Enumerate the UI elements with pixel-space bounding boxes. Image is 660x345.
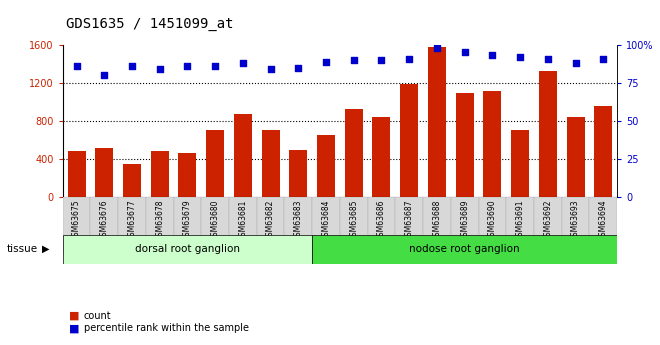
Text: GSM63678: GSM63678 <box>155 199 164 241</box>
Bar <box>201 197 229 254</box>
Text: percentile rank within the sample: percentile rank within the sample <box>84 323 249 333</box>
Bar <box>428 47 446 197</box>
Text: tissue: tissue <box>7 244 38 254</box>
Bar <box>63 235 312 264</box>
Text: GSM63685: GSM63685 <box>349 199 358 241</box>
Point <box>515 54 525 60</box>
Bar <box>483 91 502 197</box>
Bar <box>511 130 529 197</box>
Bar <box>340 197 368 254</box>
Text: nodose root ganglion: nodose root ganglion <box>409 244 520 254</box>
Point <box>99 72 110 78</box>
Bar <box>594 106 612 197</box>
Bar <box>234 114 252 197</box>
Text: GSM63681: GSM63681 <box>238 199 248 241</box>
Text: GSM63679: GSM63679 <box>183 199 192 241</box>
Bar <box>534 197 562 254</box>
Bar <box>90 197 118 254</box>
Bar <box>455 93 474 197</box>
Bar <box>123 165 141 197</box>
Bar <box>312 197 340 254</box>
Point <box>459 50 470 55</box>
Bar <box>423 197 451 254</box>
Bar <box>317 135 335 197</box>
Point <box>376 57 387 63</box>
Text: GSM63686: GSM63686 <box>377 199 386 241</box>
Bar <box>566 117 585 197</box>
Bar <box>312 235 617 264</box>
Bar <box>451 197 478 254</box>
Text: GSM63682: GSM63682 <box>266 199 275 241</box>
Point <box>265 66 276 72</box>
Bar <box>229 197 257 254</box>
Point <box>321 59 331 64</box>
Point <box>348 57 359 63</box>
Point <box>71 63 82 69</box>
Bar <box>372 117 391 197</box>
Point <box>182 63 193 69</box>
Text: GSM63675: GSM63675 <box>72 199 81 241</box>
Text: GSM63677: GSM63677 <box>127 199 137 241</box>
Text: GSM63680: GSM63680 <box>211 199 220 241</box>
Text: GSM63692: GSM63692 <box>543 199 552 241</box>
Bar <box>395 197 423 254</box>
Point <box>432 45 442 51</box>
Point <box>570 60 581 66</box>
Bar <box>289 150 308 197</box>
Text: GSM63694: GSM63694 <box>599 199 608 241</box>
Text: GSM63688: GSM63688 <box>432 199 442 241</box>
Point <box>487 53 498 58</box>
Bar <box>400 84 418 197</box>
Bar <box>478 197 506 254</box>
Point <box>238 60 248 66</box>
Bar <box>589 197 617 254</box>
Bar <box>368 197 395 254</box>
Text: GSM63684: GSM63684 <box>321 199 331 241</box>
Text: GSM63689: GSM63689 <box>460 199 469 241</box>
Text: GSM63676: GSM63676 <box>100 199 109 241</box>
Point <box>543 56 553 61</box>
Bar <box>562 197 589 254</box>
Bar <box>95 148 114 197</box>
Bar <box>63 197 90 254</box>
Point <box>127 63 137 69</box>
Bar <box>539 71 557 197</box>
Point <box>598 56 609 61</box>
Bar <box>146 197 174 254</box>
Text: ▶: ▶ <box>42 244 49 254</box>
Point <box>210 63 220 69</box>
Bar <box>506 197 534 254</box>
Text: GSM63691: GSM63691 <box>515 199 525 241</box>
Text: count: count <box>84 311 112 321</box>
Text: ■: ■ <box>69 323 80 333</box>
Text: dorsal root ganglion: dorsal root ganglion <box>135 244 240 254</box>
Bar <box>174 197 201 254</box>
Point <box>154 66 165 72</box>
Text: GSM63687: GSM63687 <box>405 199 414 241</box>
Bar <box>150 151 169 197</box>
Point <box>293 65 304 70</box>
Text: GSM63683: GSM63683 <box>294 199 303 241</box>
Text: GDS1635 / 1451099_at: GDS1635 / 1451099_at <box>66 17 234 31</box>
Bar <box>345 109 363 197</box>
Bar <box>284 197 312 254</box>
Text: GSM63693: GSM63693 <box>571 199 580 241</box>
Bar <box>257 197 284 254</box>
Bar <box>118 197 146 254</box>
Text: GSM63690: GSM63690 <box>488 199 497 241</box>
Bar <box>206 130 224 197</box>
Point <box>404 56 414 61</box>
Bar <box>67 151 86 197</box>
Bar <box>261 130 280 197</box>
Text: ■: ■ <box>69 311 80 321</box>
Bar <box>178 153 197 197</box>
